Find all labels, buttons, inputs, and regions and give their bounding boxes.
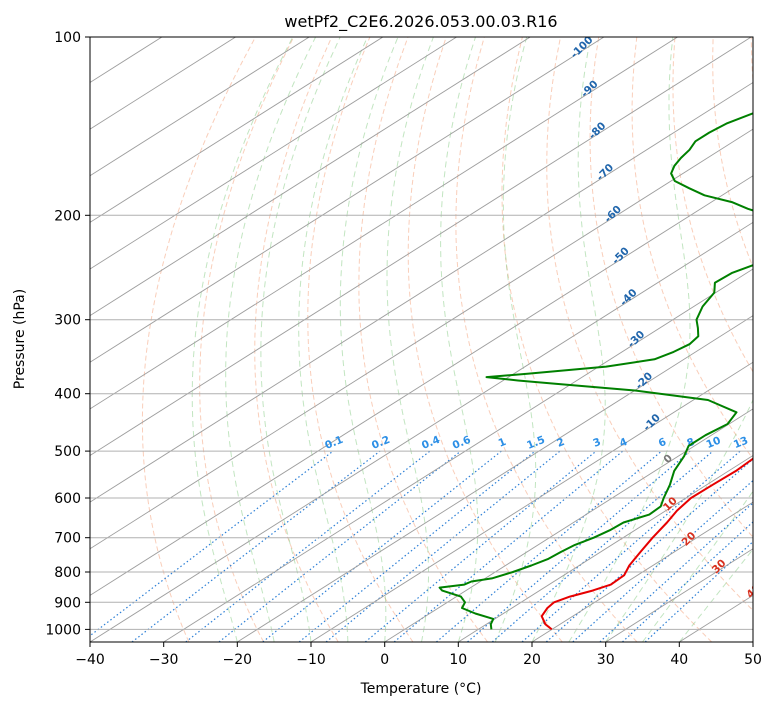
x-tick-label: 10 [449,652,467,668]
moist-adiabat-line [386,37,434,642]
dry-adiabat-line [407,37,563,642]
mixing-ratio-line [90,450,334,637]
isotherm-line [90,37,531,317]
x-tick-label: 50 [744,652,762,668]
moist-adiabats [191,37,753,642]
moist-adiabat-line [298,37,368,642]
y-axis: 100 200 300 400 500 600 700 800 900 1000 [45,30,90,638]
moist-adiabat-line [678,548,753,642]
dry-adiabat-line [546,37,753,612]
mixing-ratio-line [298,450,536,642]
moist-adiabat-line [339,37,399,642]
x-tick-label: 40 [670,652,688,668]
mixing-ratio-line [572,479,753,642]
x-tick-label: −30 [149,652,179,668]
isotherm-line [458,454,753,642]
isotherm-line [384,408,753,642]
mixing-ratio-line [262,450,502,642]
isotherm-line [90,175,753,596]
y-tick-label: 700 [54,531,81,547]
dry-adiabat-line [455,37,638,642]
mixing-ratio-label: 1 [497,436,508,450]
mixing-ratio-line [364,450,597,642]
x-tick-label: −40 [75,652,105,668]
x-tick-label: −10 [296,652,326,668]
dry-adiabat-line [254,37,339,642]
temperature-profile-line [540,457,753,631]
mixing-ratio-label: 10 [705,435,723,452]
isotherm-line [90,37,752,457]
dry-adiabat-line [199,37,295,642]
y-tick-label: 900 [54,595,81,611]
isotherm-line [90,37,678,410]
isotherm-line [163,268,753,642]
plot-area: -100-90-80-70-60-50-40-30-20-10010203040… [90,37,763,642]
y-tick-label: 800 [54,565,81,581]
mixing-ratio-label: 13 [732,435,750,452]
mixing-ratio-label: 8 [685,436,696,450]
y-axis-label: Pressure (hPa) [12,289,28,389]
y-tick-label: 100 [54,30,81,46]
isotherm-line [90,37,605,363]
dry-adiabats [141,37,753,642]
mixing-ratio-label: 6 [657,436,668,450]
moist-adiabat-line [225,37,317,642]
isotherm-line [90,37,384,223]
moist-adiabat-line [191,37,294,642]
plot-frame [89,36,754,643]
x-tick-label: −20 [223,652,253,668]
dry-adiabat-line [141,37,256,642]
isotherm-line [310,361,753,642]
x-tick-label: 30 [597,652,615,668]
chart-title: wetPf2_C2E6.2026.053.00.03.R16 [284,12,557,32]
isotherm-line [90,128,753,550]
moist-adiabat-line [440,37,479,642]
isotherm-line [90,221,753,642]
y-tick-label: 400 [54,387,81,403]
x-axis-label: Temperature (°C) [360,681,482,697]
isotherms [90,37,753,642]
moist-adiabat-line [494,37,537,642]
mixing-ratio-line [436,450,662,642]
profile-series [438,112,753,631]
moist-adiabat-line [531,37,606,642]
mixing-ratio-line [545,458,753,642]
y-tick-label: 200 [54,208,81,224]
dewpoint-profile-line [438,112,753,630]
y-tick-label: 1000 [45,622,81,638]
mixing-ratio-label: 4 [618,436,629,450]
mixing-ratio-label: 2 [555,436,566,450]
dry-adiabat-line [672,37,753,373]
y-tick-label: 600 [54,491,81,507]
y-tick-label: 300 [54,313,81,329]
mixing-ratio-label: 3 [591,436,602,450]
isotherm-line [90,37,457,270]
isotherm-line [531,501,753,642]
isobar-grid [90,37,753,630]
isotherm-line [90,37,310,177]
x-tick-label: 20 [523,652,541,668]
x-tick-label: 0 [380,652,389,668]
y-tick-label: 500 [54,444,81,460]
mixing-ratio-line [491,450,714,642]
isotherm-line [237,315,753,642]
x-axis: −40 −30 −20 −10 0 10 20 30 40 50 [75,642,762,668]
dry-adiabat-line [358,37,489,642]
mixing-ratio-lines [90,450,753,642]
moist-adiabat-line [642,490,753,642]
dry-adiabat-line [307,37,414,642]
moist-adiabat-line [605,398,753,642]
isotherm-line [90,81,753,503]
isotherm-label: 40 [744,582,763,601]
mixing-ratio-line [325,450,561,642]
